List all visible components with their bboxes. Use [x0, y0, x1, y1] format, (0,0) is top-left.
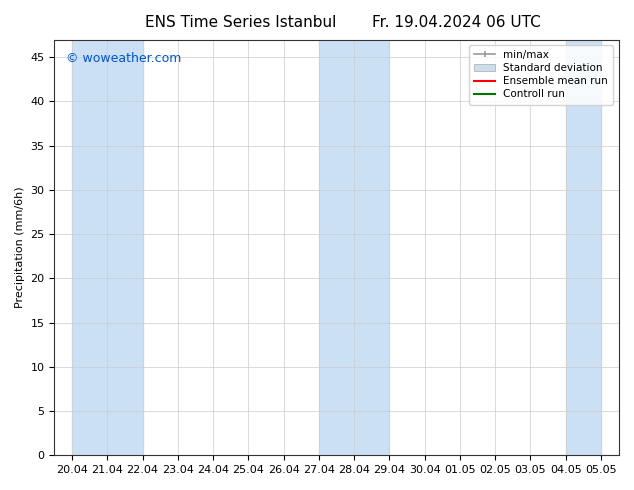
Y-axis label: Precipitation (mm/6h): Precipitation (mm/6h)	[15, 187, 25, 308]
Legend: min/max, Standard deviation, Ensemble mean run, Controll run: min/max, Standard deviation, Ensemble me…	[469, 45, 613, 104]
Text: © woweather.com: © woweather.com	[66, 52, 181, 65]
Text: ENS Time Series Istanbul: ENS Time Series Istanbul	[145, 15, 337, 30]
Bar	[72, 40, 143, 455]
Bar	[566, 40, 601, 455]
Bar	[319, 40, 389, 455]
Text: Fr. 19.04.2024 06 UTC: Fr. 19.04.2024 06 UTC	[372, 15, 541, 30]
